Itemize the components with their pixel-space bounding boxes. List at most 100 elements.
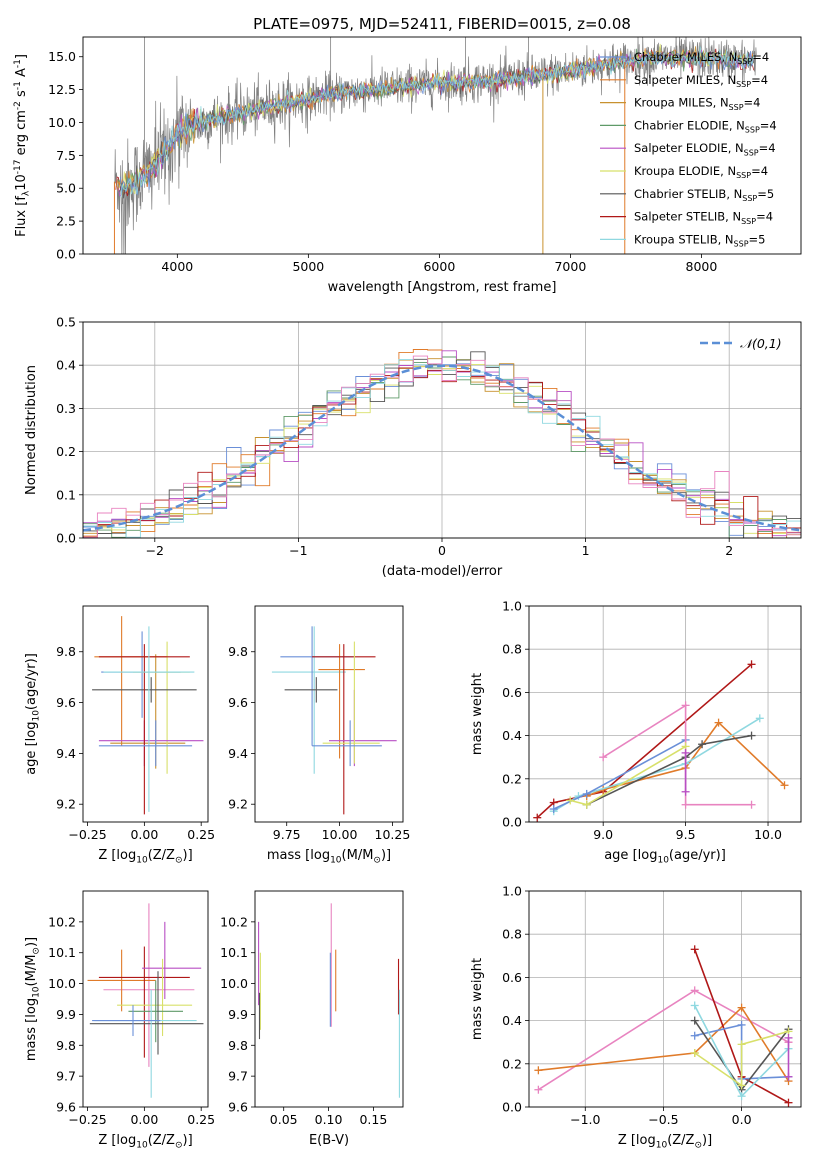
x-tick-label: −2 <box>146 543 164 558</box>
series-line-kroupa_elodie <box>694 1030 789 1087</box>
x-tick-label: 8000 <box>686 259 718 274</box>
x-axis-label: wavelength [Angstrom, rest frame] <box>328 280 557 295</box>
y-tick-label: 0.5 <box>56 315 76 330</box>
plot-area <box>83 349 801 538</box>
y-tick-label: 9.9 <box>228 1007 248 1022</box>
y-tick-label: 9.8 <box>56 644 76 659</box>
legend-entry: Kroupa MILES, NSSP​=4 <box>634 96 760 112</box>
x-tick-label: −0.5 <box>648 1112 678 1127</box>
y-tick-label: 10.1 <box>48 945 76 960</box>
y-tick-label: 9.9 <box>56 1007 76 1022</box>
y-tick-label: 9.4 <box>56 746 76 761</box>
x-tick-label: 5000 <box>292 259 324 274</box>
y-tick-label: 9.8 <box>228 644 248 659</box>
x-tick-label: 0.10 <box>315 1112 343 1127</box>
legend-entry: Salpeter STELIB, NSSP​=4 <box>634 210 773 226</box>
x-axis-label: Z [log10​(Z/Z⊙​)] <box>98 1133 192 1151</box>
axes-frame <box>82 605 209 823</box>
x-axis-label: Z [log10​(Z/Z⊙​)] <box>618 1133 712 1151</box>
plot-area <box>113 37 757 254</box>
x-tick-label: −0.25 <box>68 827 106 842</box>
axes-mass_vs_Z: −0.25 0.00 0.25 9.6 9.7 9.8 9.9 10.0 10.1 10.2 Z [… <box>24 890 215 1151</box>
x-tick-label: 0.05 <box>270 1112 298 1127</box>
legend-entry: Chabrier STELIB, NSSP​=5 <box>634 187 774 203</box>
y-tick-label: 7.5 <box>56 148 76 163</box>
y-axis-label: age [log10​(age/yr)] <box>24 653 42 775</box>
y-tick-label: 0.6 <box>502 970 522 985</box>
histogram-step-pink <box>83 355 801 538</box>
y-tick-label: 0.8 <box>502 642 522 657</box>
plot-area <box>92 616 204 815</box>
axes-weight_vs_Z: −1.0 −0.5 0.0 0.0 0.2 0.4 0.6 0.8 1.0 Z [log10​(Z… <box>470 884 802 1151</box>
x-tick-label: 10.00 <box>322 827 358 842</box>
plot-area <box>534 945 793 1107</box>
legend-entry: 𝒩(0,1) <box>740 336 782 351</box>
y-tick-label: 2.5 <box>56 214 76 229</box>
legend-entry: Salpeter ELODIE, NSSP​=4 <box>634 141 776 157</box>
y-tick-label: 0.2 <box>56 444 76 459</box>
y-tick-label: 9.7 <box>228 1069 248 1084</box>
y-tick-label: 9.8 <box>228 1038 248 1053</box>
y-tick-label: 1.0 <box>502 599 522 614</box>
plot-area <box>271 626 397 815</box>
x-tick-label: −0.25 <box>68 1112 106 1127</box>
axes-frame <box>528 605 802 823</box>
x-tick-label: 0.0 <box>732 1112 752 1127</box>
axes-frame <box>254 890 404 1108</box>
axes-weight_vs_age: 9.0 9.5 10.0 0.0 0.2 0.4 0.6 0.8 1.0 age [log10​(… <box>470 599 802 866</box>
y-tick-label: 12.5 <box>48 82 76 97</box>
x-axis-label: E(B-V) <box>309 1133 349 1148</box>
legend: Chabrier MILES, NSSP​=4 Salpeter MILES, N… <box>600 50 777 249</box>
y-axis-label: Flux [fλ​10-17​ erg cm-2​ s-1​ A-1​] <box>13 54 32 237</box>
x-tick-label: 9.75 <box>273 827 301 842</box>
y-tick-label: 0.8 <box>502 927 522 942</box>
legend-entry: Chabrier MILES, NSSP​=4 <box>634 50 769 66</box>
y-tick-label: 0.2 <box>502 771 522 786</box>
plot-area <box>258 903 400 1098</box>
y-tick-label: 0.0 <box>56 531 76 546</box>
axes-frame <box>82 890 209 1108</box>
y-tick-label: 5.0 <box>56 181 76 196</box>
x-axis-label: mass [log10​(M/M⊙​)] <box>267 848 391 866</box>
y-tick-label: 9.2 <box>56 797 76 812</box>
y-tick-label: 1.0 <box>502 884 522 899</box>
y-tick-label: 10.2 <box>48 914 76 929</box>
x-tick-label: −1 <box>289 543 307 558</box>
x-tick-label: 9.0 <box>593 827 613 842</box>
series-line-pink <box>602 703 752 806</box>
chart-title: PLATE=0975, MJD=52411, FIBERID=0015, z=0… <box>253 15 631 33</box>
legend-entry: Chabrier ELODIE, NSSP​=4 <box>634 118 777 134</box>
plot-area <box>533 660 789 822</box>
y-tick-label: 0.1 <box>56 487 76 502</box>
axes-spectrum: 4000 5000 6000 7000 8000 0.0 2.5 5.0 7.5 10.0 12.5… <box>13 15 802 295</box>
legend-entry: Kroupa ELODIE, NSSP​=4 <box>634 164 768 180</box>
x-tick-label: 0.25 <box>187 1112 215 1127</box>
y-axis-label: mass [log10​(M/M⊙​)] <box>24 937 42 1061</box>
y-tick-label: 9.2 <box>228 797 248 812</box>
axes-frame <box>82 36 802 255</box>
x-tick-label: 0.00 <box>130 1112 158 1127</box>
y-tick-label: 10.2 <box>220 914 248 929</box>
x-axis-label: Z [log10​(Z/Z⊙​)] <box>98 848 192 866</box>
axes-age_vs_Z: −0.25 0.00 0.25 9.2 9.4 9.6 9.8 Z [log10​(Z/Z⊙​… <box>24 605 215 866</box>
y-tick-label: 9.6 <box>228 695 248 710</box>
x-tick-label: 0.15 <box>359 1112 387 1127</box>
y-axis-label: Normed distribution <box>24 365 39 495</box>
y-tick-label: 10.0 <box>48 115 76 130</box>
legend-entry: Salpeter MILES, NSSP​=4 <box>634 73 768 89</box>
y-tick-label: 0.4 <box>502 728 522 743</box>
x-axis-label: age [log10​(age/yr)] <box>604 848 726 866</box>
y-tick-label: 0.3 <box>56 401 76 416</box>
y-tick-label: 0.0 <box>502 1100 522 1115</box>
y-tick-label: 0.0 <box>56 247 76 262</box>
y-tick-label: 0.4 <box>56 358 76 373</box>
x-tick-label: −1.0 <box>570 1112 600 1127</box>
x-tick-label: 9.5 <box>676 827 696 842</box>
x-tick-label: 6000 <box>423 259 455 274</box>
y-tick-label: 9.6 <box>56 695 76 710</box>
axes-frame <box>254 605 404 823</box>
y-tick-label: 9.4 <box>228 746 248 761</box>
y-tick-label: 9.7 <box>56 1069 76 1084</box>
x-tick-label: 4000 <box>161 259 193 274</box>
